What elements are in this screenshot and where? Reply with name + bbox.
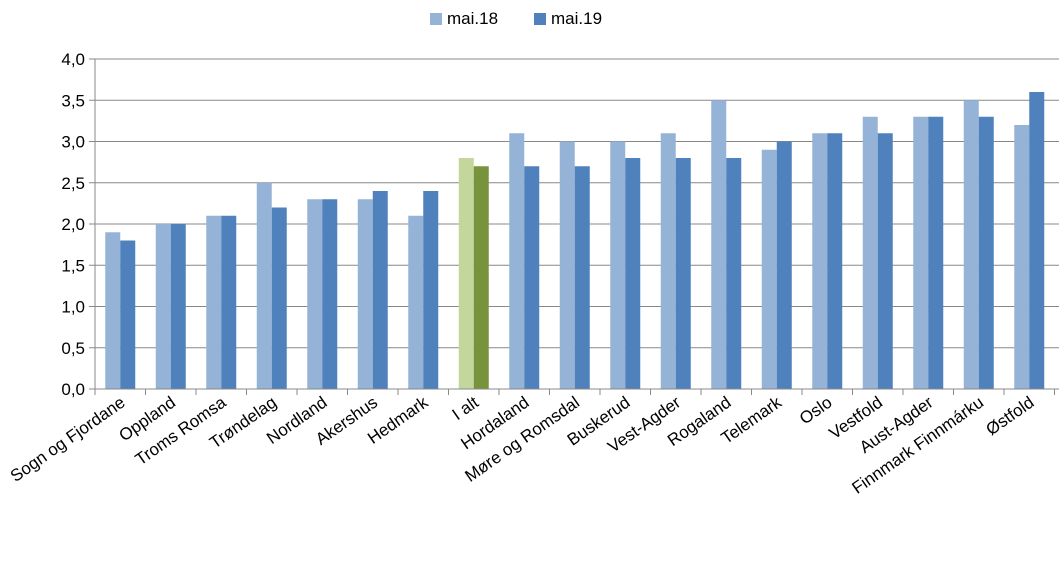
- bar-mai.19-Nordland: [322, 199, 338, 389]
- bar-mai.18-Østfold: [1014, 125, 1030, 389]
- bar-mai.18-Rogaland: [711, 100, 727, 389]
- bar-mai.18-Trøndelag: [256, 182, 272, 389]
- x-tick-label: I alt: [449, 393, 483, 424]
- bar-mai.19-Finnmark Finnmárku: [978, 116, 994, 389]
- x-tick-label: Oslo: [796, 393, 836, 429]
- legend: mai.18 mai.19: [430, 9, 602, 28]
- bar-mai.18-Vest-Agder: [660, 133, 676, 389]
- bar-mai.18-Telemark: [761, 149, 777, 389]
- bars: [105, 92, 1045, 389]
- bar-mai.19-Aust-Agder: [928, 116, 944, 389]
- legend-label-mai.19: mai.19: [551, 9, 602, 28]
- legend-swatch-mai.18: [430, 13, 442, 25]
- bar-mai.19-Rogaland: [726, 158, 742, 389]
- y-tick-label: 3,5: [61, 91, 85, 110]
- bar-mai.19-Oslo: [827, 133, 843, 389]
- bar-mai.18-Hordaland: [509, 133, 525, 389]
- bar-mai.19-Buskerud: [625, 158, 641, 389]
- bar-mai.18-Nordland: [307, 199, 323, 389]
- legend-swatch-mai.19: [534, 13, 546, 25]
- bar-mai.18-Hedmark: [408, 215, 424, 389]
- bar-mai.19-Vestfold: [877, 133, 893, 389]
- bar-mai.19-I alt: [473, 166, 489, 389]
- y-tick-label: 3,0: [61, 133, 85, 152]
- bar-mai.19-Trøndelag: [271, 207, 287, 389]
- bar-mai.19-Hordaland: [524, 166, 540, 389]
- bar-mai.18-Akershus: [357, 199, 373, 389]
- bar-mai.19-Østfold: [1029, 92, 1045, 389]
- bar-mai.18-Oppland: [155, 224, 171, 389]
- bar-mai.19-Telemark: [776, 141, 792, 389]
- bar-mai.18-Troms Romsa: [206, 215, 222, 389]
- y-tick-label: 4,0: [61, 50, 85, 69]
- legend-label-mai.18: mai.18: [447, 9, 498, 28]
- bar-mai.19-Oppland: [170, 224, 186, 389]
- bar-mai.19-Akershus: [372, 191, 388, 389]
- bar-mai.18-Oslo: [812, 133, 828, 389]
- bar-mai.18-Vestfold: [862, 116, 878, 389]
- bar-mai.18-Sogn og Fjordane: [105, 232, 121, 389]
- bar-mai.19-Hedmark: [423, 191, 439, 389]
- y-tick-label: 2,0: [61, 215, 85, 234]
- bar-mai.18-Finnmark Finnmárku: [963, 100, 979, 389]
- bar-mai.18-Aust-Agder: [913, 116, 929, 389]
- y-tick-label: 0,0: [61, 380, 85, 399]
- x-tick-label: Sogn og Fjordane: [7, 393, 129, 486]
- y-tick-label: 1,5: [61, 256, 85, 275]
- bar-mai.18-Buskerud: [610, 141, 626, 389]
- bar-mai.19-Vest-Agder: [675, 158, 691, 389]
- y-tick-label: 1,0: [61, 298, 85, 317]
- y-tick-label: 0,5: [61, 339, 85, 358]
- y-axis: 0,0 0,5 1,0 1,5 2,0 2,5 3,0 3,5 4,0: [61, 50, 96, 399]
- bar-mai.19-Sogn og Fjordane: [120, 240, 136, 389]
- bar-mai.18-I alt: [458, 158, 474, 389]
- x-tick-label: Østfold: [983, 393, 1038, 439]
- bar-mai.19-Møre og Romsdal: [574, 166, 590, 389]
- bar-mai.18-Møre og Romsdal: [559, 141, 575, 389]
- y-tick-label: 2,5: [61, 174, 85, 193]
- bar-mai.19-Troms Romsa: [221, 215, 237, 389]
